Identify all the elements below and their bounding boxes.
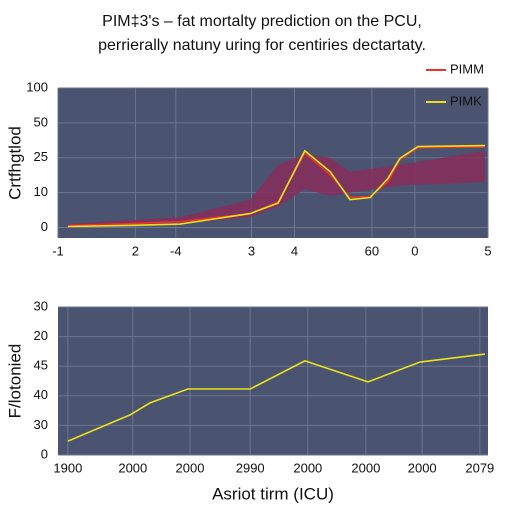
x-tick-label: 2000 bbox=[408, 460, 437, 475]
y-tick-label: 0 bbox=[41, 219, 48, 234]
series-line bbox=[67, 353, 486, 442]
y-tick-label: 30 bbox=[34, 298, 48, 313]
legend-label: PIMM bbox=[450, 61, 484, 76]
y-tick-label: 25 bbox=[34, 149, 48, 164]
plot-area bbox=[58, 307, 488, 455]
y-tick-label: 40 bbox=[34, 387, 48, 402]
y-tick-label: 20 bbox=[34, 328, 48, 343]
y-tick-label: 0 bbox=[41, 446, 48, 461]
x-tick-label: 2000 bbox=[118, 460, 147, 475]
series-line bbox=[67, 144, 486, 228]
x-tick-label: -1 bbox=[52, 243, 64, 258]
x-tick-label: 2000 bbox=[293, 460, 322, 475]
x-tick-label: 2000 bbox=[351, 460, 380, 475]
chart-subtitle: perrierally natuny uring for centiries d… bbox=[98, 37, 426, 54]
y-tick-label: 30 bbox=[34, 417, 48, 432]
x-tick-label: -4 bbox=[170, 243, 182, 258]
y-tick-label: 10 bbox=[34, 184, 48, 199]
x-tick-label: 2079 bbox=[465, 460, 494, 475]
legend-label: PIMK bbox=[450, 93, 482, 108]
y-axis-label: Crtfhgtlod bbox=[5, 126, 24, 200]
y-axis-label: F/lotonied bbox=[5, 344, 24, 419]
y-tick-label: 100 bbox=[26, 79, 48, 94]
x-tick-label: 2000 bbox=[176, 460, 205, 475]
x-tick-label: 5 bbox=[484, 243, 491, 258]
x-tick-label: 2 bbox=[132, 243, 139, 258]
x-tick-label: 1900 bbox=[53, 460, 82, 475]
x-tick-label: 0 bbox=[411, 243, 418, 258]
confidence-band bbox=[67, 150, 485, 228]
x-tick-label: 4 bbox=[291, 243, 298, 258]
y-tick-label: 50 bbox=[34, 114, 48, 129]
chart-title: PIM‡3's – fat mortalty prediction on the… bbox=[102, 13, 422, 30]
x-tick-label: 60 bbox=[365, 243, 379, 258]
x-axis-label: Asriot tirm (ICU) bbox=[212, 484, 334, 503]
x-tick-label: 2990 bbox=[236, 460, 265, 475]
y-tick-label: 45 bbox=[34, 358, 48, 373]
x-tick-label: 3 bbox=[248, 243, 255, 258]
